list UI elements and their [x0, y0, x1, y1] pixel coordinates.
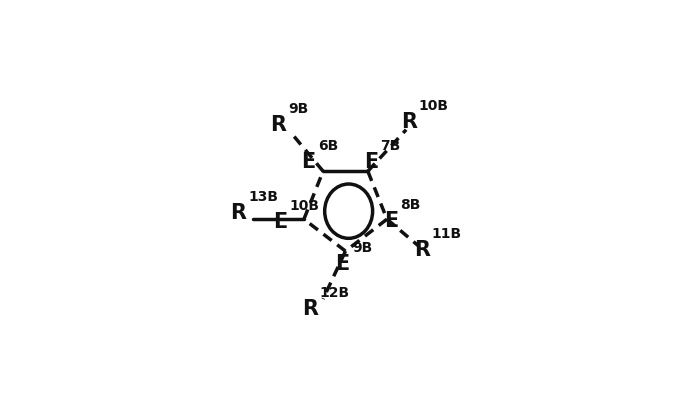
Text: R: R — [231, 203, 247, 223]
Text: 10B: 10B — [289, 200, 319, 213]
Text: 13B: 13B — [248, 190, 278, 204]
Text: R: R — [401, 112, 417, 132]
Text: R: R — [271, 115, 287, 135]
Text: 8B: 8B — [401, 198, 421, 212]
Text: 9B: 9B — [352, 241, 372, 255]
Text: 10B: 10B — [418, 99, 448, 113]
Text: E: E — [384, 211, 398, 231]
Text: 6B: 6B — [318, 139, 338, 153]
Text: E: E — [364, 152, 378, 172]
Text: E: E — [273, 212, 287, 232]
Text: E: E — [301, 152, 316, 172]
Text: 11B: 11B — [432, 227, 462, 241]
Text: E: E — [335, 254, 350, 274]
Text: 7B: 7B — [381, 139, 401, 153]
Text: 12B: 12B — [320, 286, 350, 300]
Text: 9B: 9B — [288, 102, 308, 116]
Text: R: R — [302, 299, 318, 319]
Text: R: R — [414, 239, 430, 259]
